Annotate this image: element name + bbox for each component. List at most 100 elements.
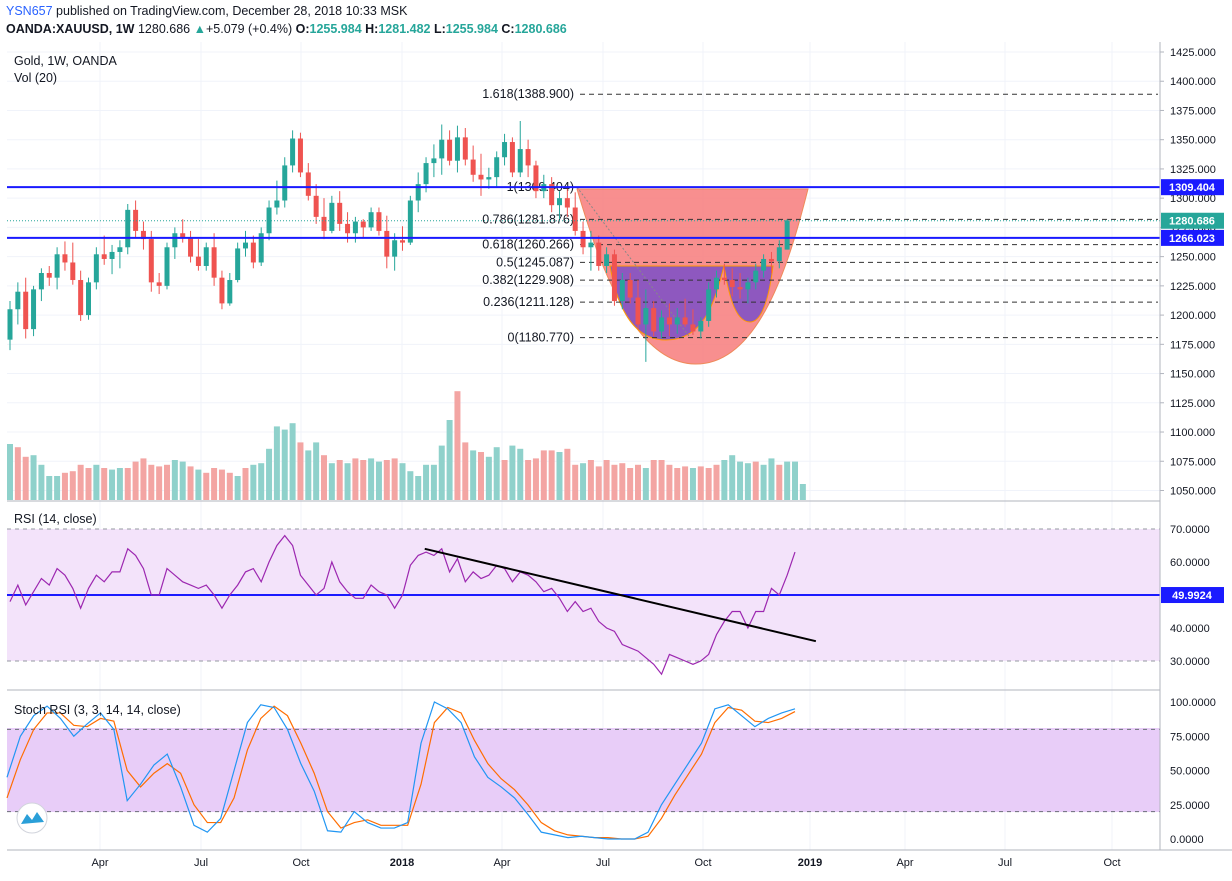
candle-body: [423, 163, 429, 185]
volume-bar: [289, 423, 296, 500]
volume-bar: [430, 464, 437, 500]
candle-body: [761, 258, 767, 271]
volume-bar: [744, 463, 751, 500]
price-change: +5.079 (+0.4%): [205, 22, 293, 36]
fib-level-label: 0.5(1245.087): [496, 255, 574, 269]
volume-bar: [407, 471, 414, 500]
price-tags: 1309.404 1280.686 1266.023 49.9924: [1161, 179, 1224, 604]
fib-trendline: [576, 186, 691, 338]
volume-bar: [485, 456, 492, 500]
volume-bar: [85, 468, 92, 500]
volume-bar: [721, 460, 728, 500]
tradingview-logo[interactable]: [16, 802, 48, 834]
candle-body: [62, 254, 68, 263]
rsi-tick-label: 60.0000: [1170, 557, 1210, 569]
candle-body: [462, 137, 468, 160]
candle-body: [78, 280, 84, 316]
symbol-label[interactable]: OANDA:XAUUSD, 1W: [6, 22, 135, 36]
fib-level-label: 0.382(1229.908): [482, 273, 574, 287]
candle-body: [23, 291, 29, 330]
candle-body: [486, 177, 492, 180]
publish-info: YSN657 published on TradingView.com, Dec…: [6, 4, 407, 18]
time-tick-label: Jul: [596, 857, 610, 869]
candle-body: [525, 149, 531, 166]
volume-bar: [603, 460, 610, 500]
candle-body: [651, 308, 657, 332]
stoch-tick-label: 50.0000: [1170, 766, 1210, 778]
volume-bar: [454, 391, 461, 500]
volume-bar: [799, 484, 806, 500]
candle-body: [737, 287, 743, 290]
fib-level-label: 0(1180.770): [508, 331, 575, 345]
candle-body: [392, 240, 398, 257]
candle-body: [596, 242, 602, 266]
horizontal-levels[interactable]: [7, 186, 1160, 597]
candle-body: [337, 202, 343, 224]
candle-body: [243, 242, 248, 249]
candle-body: [706, 289, 712, 321]
volume-bar: [305, 450, 312, 500]
candle-body: [109, 251, 115, 259]
candle-body: [329, 202, 335, 231]
author-link[interactable]: YSN657: [6, 4, 53, 18]
candle-body: [164, 247, 170, 286]
volume-bar: [493, 447, 500, 500]
price-tick-label: 1350.000: [1170, 135, 1216, 147]
candle-body: [345, 223, 351, 234]
fib-level-label: 1.618(1388.900): [482, 87, 574, 101]
rsi-tick-label: 70.0000: [1170, 524, 1210, 536]
volume-bar: [164, 464, 170, 500]
volume-bars: [7, 391, 806, 500]
rsi-tick-label: 30.0000: [1170, 656, 1210, 668]
candle-body: [439, 139, 445, 159]
price-tick-label: 1100.000: [1170, 427, 1215, 439]
candle-body: [745, 282, 751, 290]
candle-body: [400, 240, 405, 243]
price-tick-label: 1125.000: [1170, 398, 1215, 410]
volume-bar: [179, 461, 186, 500]
volume-bar: [321, 455, 327, 500]
volume-bar: [658, 460, 665, 500]
volume-bar: [391, 458, 398, 500]
time-tick-label: Jul: [194, 857, 208, 869]
stoch-k-line: [6, 701, 796, 840]
volume-bar: [470, 450, 477, 500]
stoch-tick-label: 100.0000: [1170, 697, 1216, 709]
high-label: H:: [365, 22, 379, 36]
volume-bar: [642, 468, 649, 500]
candle-body: [415, 184, 421, 201]
time-tick-label: Oct: [694, 857, 711, 869]
volume-bar: [46, 476, 53, 500]
price-tick-label: 1400.000: [1170, 76, 1216, 88]
price-tick-label: 1200.000: [1170, 310, 1216, 322]
volume-bar: [635, 464, 641, 500]
candle-body: [666, 317, 672, 325]
candle-body: [721, 277, 727, 281]
low-label: L:: [433, 22, 446, 36]
candle-body: [125, 209, 131, 248]
candle-body: [478, 174, 484, 180]
candle-body: [659, 317, 665, 332]
candle-body: [290, 138, 296, 166]
volume-bar: [234, 476, 241, 500]
candle-body: [93, 254, 99, 283]
chart-canvas[interactable]: 1.618(1388.900)1(1309.404)0.786(1281.876…: [0, 42, 1232, 881]
volume-bar: [250, 464, 257, 500]
volume-bar: [446, 420, 453, 500]
price-tick-label: 1225.000: [1170, 281, 1216, 293]
candle-body: [227, 280, 233, 304]
volume-bar: [525, 460, 532, 500]
time-tick-label: 2019: [798, 857, 822, 869]
volume-bar: [383, 460, 390, 500]
candle-body: [564, 198, 570, 208]
volume-bar: [595, 466, 602, 500]
candle-body: [101, 254, 107, 259]
candle-body: [172, 233, 178, 248]
volume-bar: [611, 464, 618, 500]
price-tick-label: 1250.000: [1170, 252, 1216, 264]
volume-bar: [211, 468, 218, 500]
candle-body: [753, 270, 759, 283]
candle-body: [352, 221, 358, 234]
candle-body: [274, 200, 280, 208]
rsi-level-tag-bg: [1161, 587, 1224, 604]
